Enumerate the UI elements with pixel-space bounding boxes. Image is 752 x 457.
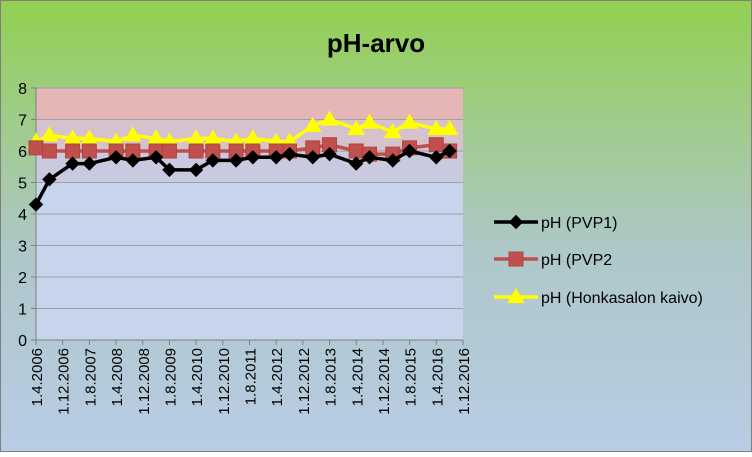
chart-title: pH-arvo — [327, 28, 425, 58]
data-point — [348, 143, 364, 159]
series-line — [35, 142, 451, 156]
data-point — [360, 113, 379, 129]
legend-label: pH (Honkasalon kaivo) — [541, 290, 703, 307]
data-point — [362, 150, 377, 165]
x-tick-label: 1.8.2015 — [403, 348, 420, 406]
data-point — [428, 137, 444, 153]
x-tick-label: 1.4.2012 — [269, 348, 286, 406]
x-tick-label: 1.12.2006 — [56, 348, 73, 415]
data-point — [65, 143, 81, 159]
series-layer — [27, 110, 459, 212]
data-point — [348, 156, 364, 171]
data-point — [440, 119, 459, 136]
data-point — [82, 156, 97, 171]
data-point — [322, 146, 337, 162]
data-point — [81, 143, 97, 159]
x-tick-label: 1.4.2010 — [189, 348, 206, 406]
x-tick-label: 1.8.2011 — [243, 348, 260, 405]
data-point — [383, 123, 402, 139]
legend-entry: pH (Honkasalon kaivo) — [494, 288, 703, 307]
data-point — [402, 143, 417, 159]
background-band — [36, 88, 463, 120]
legend-marker — [507, 288, 525, 304]
y-tick-label: 0 — [18, 333, 27, 350]
x-tick-label: 1.8.2007 — [82, 348, 99, 406]
data-point — [429, 150, 444, 165]
y-tick-label: 3 — [18, 239, 27, 256]
y-tick-label: 6 — [18, 144, 27, 161]
data-point — [28, 140, 44, 156]
data-point — [282, 146, 297, 162]
data-point — [385, 153, 400, 168]
legend-entry: pH (PVP1) — [494, 214, 617, 232]
data-point — [268, 150, 284, 165]
data-point — [161, 143, 177, 159]
y-tick-label: 5 — [18, 176, 27, 193]
data-point — [427, 119, 446, 136]
y-tick-label: 2 — [18, 270, 27, 287]
legend-entry: pH (PVP2 — [494, 251, 612, 269]
data-point — [123, 126, 142, 142]
y-tick-label: 4 — [18, 207, 27, 224]
data-point — [347, 119, 366, 136]
data-point — [42, 172, 57, 187]
data-point — [305, 150, 320, 165]
data-point — [162, 162, 177, 178]
x-tick-label: 1.12.2008 — [136, 348, 153, 415]
x-tick-label: 1.12.2016 — [456, 348, 473, 415]
x-tick-label: 1.4.2016 — [429, 348, 446, 406]
data-point — [442, 143, 457, 159]
legend: pH (PVP1) pH (PVP2 pH (Honkasalon kaivo) — [494, 214, 703, 307]
data-point — [125, 153, 141, 168]
legend-label: pH (PVP1) — [541, 215, 617, 232]
legend-marker — [508, 251, 524, 267]
x-tick-label: 1.12.2010 — [216, 348, 233, 415]
data-point — [320, 110, 339, 126]
x-tick-label: 1.8.2013 — [323, 348, 340, 406]
data-point — [40, 126, 59, 142]
data-point — [188, 162, 204, 178]
data-point — [41, 143, 57, 159]
data-point — [245, 150, 261, 165]
legend-marker — [508, 214, 524, 230]
data-point — [228, 153, 244, 168]
background-band — [36, 182, 463, 340]
data-point — [108, 150, 124, 165]
series-1 — [28, 143, 457, 212]
axes: 0 1 2 3 4 5 6 7 8 1.4.2006 1.12.2006 1.8.2007 1.4.20… — [18, 81, 473, 415]
y-tick-label: 8 — [18, 81, 27, 98]
y-tick-label: 1 — [18, 302, 27, 319]
x-tick-label: 1.12.2014 — [376, 348, 393, 415]
x-tick-label: 1.8.2009 — [162, 348, 179, 406]
series-line — [35, 117, 450, 144]
data-point — [148, 150, 164, 165]
data-point — [65, 156, 80, 171]
x-tick-label: 1.12.2012 — [296, 348, 313, 415]
x-tick-label: 1.4.2014 — [349, 348, 366, 406]
data-point — [303, 116, 322, 132]
legend-label: pH (PVP2 — [541, 252, 612, 269]
series-line — [34, 149, 451, 206]
data-point — [188, 143, 204, 159]
data-point — [205, 153, 221, 168]
x-tick-label: 1.4.2006 — [29, 348, 46, 406]
data-point — [28, 197, 44, 212]
x-tick-label: 1.4.2008 — [109, 348, 126, 406]
data-point — [400, 113, 419, 129]
y-tick-label: 7 — [18, 113, 27, 130]
